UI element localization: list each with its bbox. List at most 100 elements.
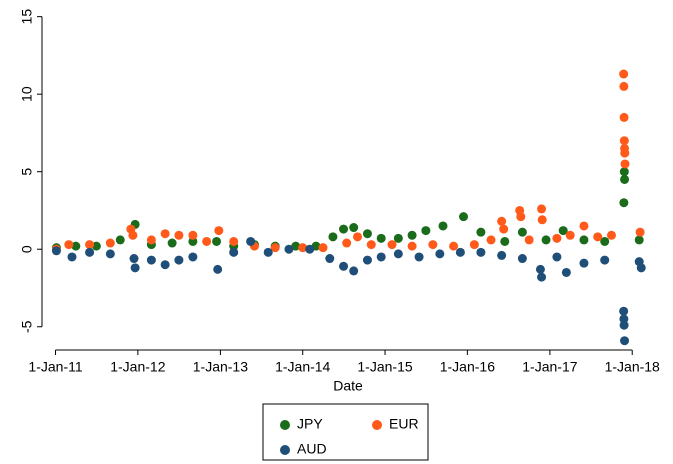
point (305, 244, 315, 254)
point (51, 246, 61, 256)
y-tick-label: 0 (19, 245, 35, 253)
point (85, 247, 95, 257)
point (619, 81, 629, 91)
point (91, 241, 101, 251)
point (362, 255, 372, 265)
point (561, 267, 571, 277)
point (552, 252, 562, 262)
point (620, 148, 630, 158)
legend-marker (280, 445, 290, 455)
point (421, 226, 431, 236)
point (407, 230, 417, 240)
point (469, 240, 479, 250)
point (339, 261, 349, 271)
point (105, 249, 115, 259)
x-axis-label: Date (333, 378, 363, 394)
point (486, 235, 496, 245)
x-tick-label: 1-Jan-11 (28, 359, 82, 375)
point (362, 229, 372, 239)
point (339, 224, 349, 234)
point (635, 227, 645, 237)
x-tick-label: 1-Jan-16 (440, 359, 495, 375)
point (459, 212, 469, 222)
legend-marker (372, 420, 382, 430)
point (167, 238, 177, 248)
point (634, 235, 644, 245)
point (349, 223, 359, 233)
point (565, 230, 575, 240)
point (537, 272, 547, 282)
point (229, 247, 239, 257)
point (263, 247, 273, 257)
x-tick-label: 1-Jan-15 (357, 359, 412, 375)
x-tick-label: 1-Jan-18 (605, 359, 660, 375)
point (214, 226, 224, 236)
x-tick-label: 1-Jan-14 (275, 359, 330, 375)
y-tick-label: -5 (19, 320, 35, 333)
point (325, 254, 335, 264)
x-tick-label: 1-Jan-13 (193, 359, 248, 375)
point (64, 240, 74, 250)
point (619, 136, 629, 146)
point (85, 240, 95, 250)
point (524, 235, 534, 245)
point (476, 247, 486, 257)
point (284, 244, 294, 254)
point (202, 236, 212, 246)
point (455, 247, 465, 257)
point (270, 243, 280, 253)
y-tick-label: 10 (19, 86, 35, 102)
point (517, 227, 527, 237)
point (619, 112, 629, 122)
point (558, 226, 568, 236)
point (517, 254, 527, 264)
point (620, 174, 630, 184)
point (67, 252, 77, 262)
point (579, 235, 589, 245)
point (342, 238, 352, 248)
point (376, 252, 386, 262)
point (593, 232, 603, 242)
point (146, 255, 156, 265)
point (552, 233, 562, 243)
x-tick-label: 1-Jan-17 (522, 359, 577, 375)
point (160, 260, 170, 270)
point (298, 243, 308, 253)
point (619, 69, 629, 79)
point (328, 232, 338, 242)
point (537, 215, 547, 225)
legend-label: JPY (297, 416, 323, 432)
point (579, 258, 589, 268)
point (393, 249, 403, 259)
point (146, 235, 156, 245)
point (160, 229, 170, 239)
point (414, 252, 424, 262)
point (174, 230, 184, 240)
point (619, 198, 629, 208)
point (318, 243, 328, 253)
legend-marker (280, 420, 290, 430)
point (71, 241, 81, 251)
point (619, 167, 629, 177)
point (349, 266, 359, 276)
point (516, 212, 526, 222)
legend-label: AUD (297, 441, 327, 457)
point (188, 230, 198, 240)
legend-label: EUR (389, 416, 419, 432)
point (115, 235, 125, 245)
legend-box (262, 403, 429, 461)
point (619, 320, 629, 330)
point (606, 230, 616, 240)
point (600, 255, 610, 265)
point (449, 241, 459, 251)
point (438, 221, 448, 231)
point (497, 216, 507, 226)
y-tick-label: 5 (19, 168, 35, 176)
point (500, 236, 510, 246)
point (353, 232, 363, 242)
point (535, 264, 545, 274)
point (428, 240, 438, 250)
point (128, 230, 138, 240)
point (619, 306, 629, 316)
point (620, 159, 630, 169)
